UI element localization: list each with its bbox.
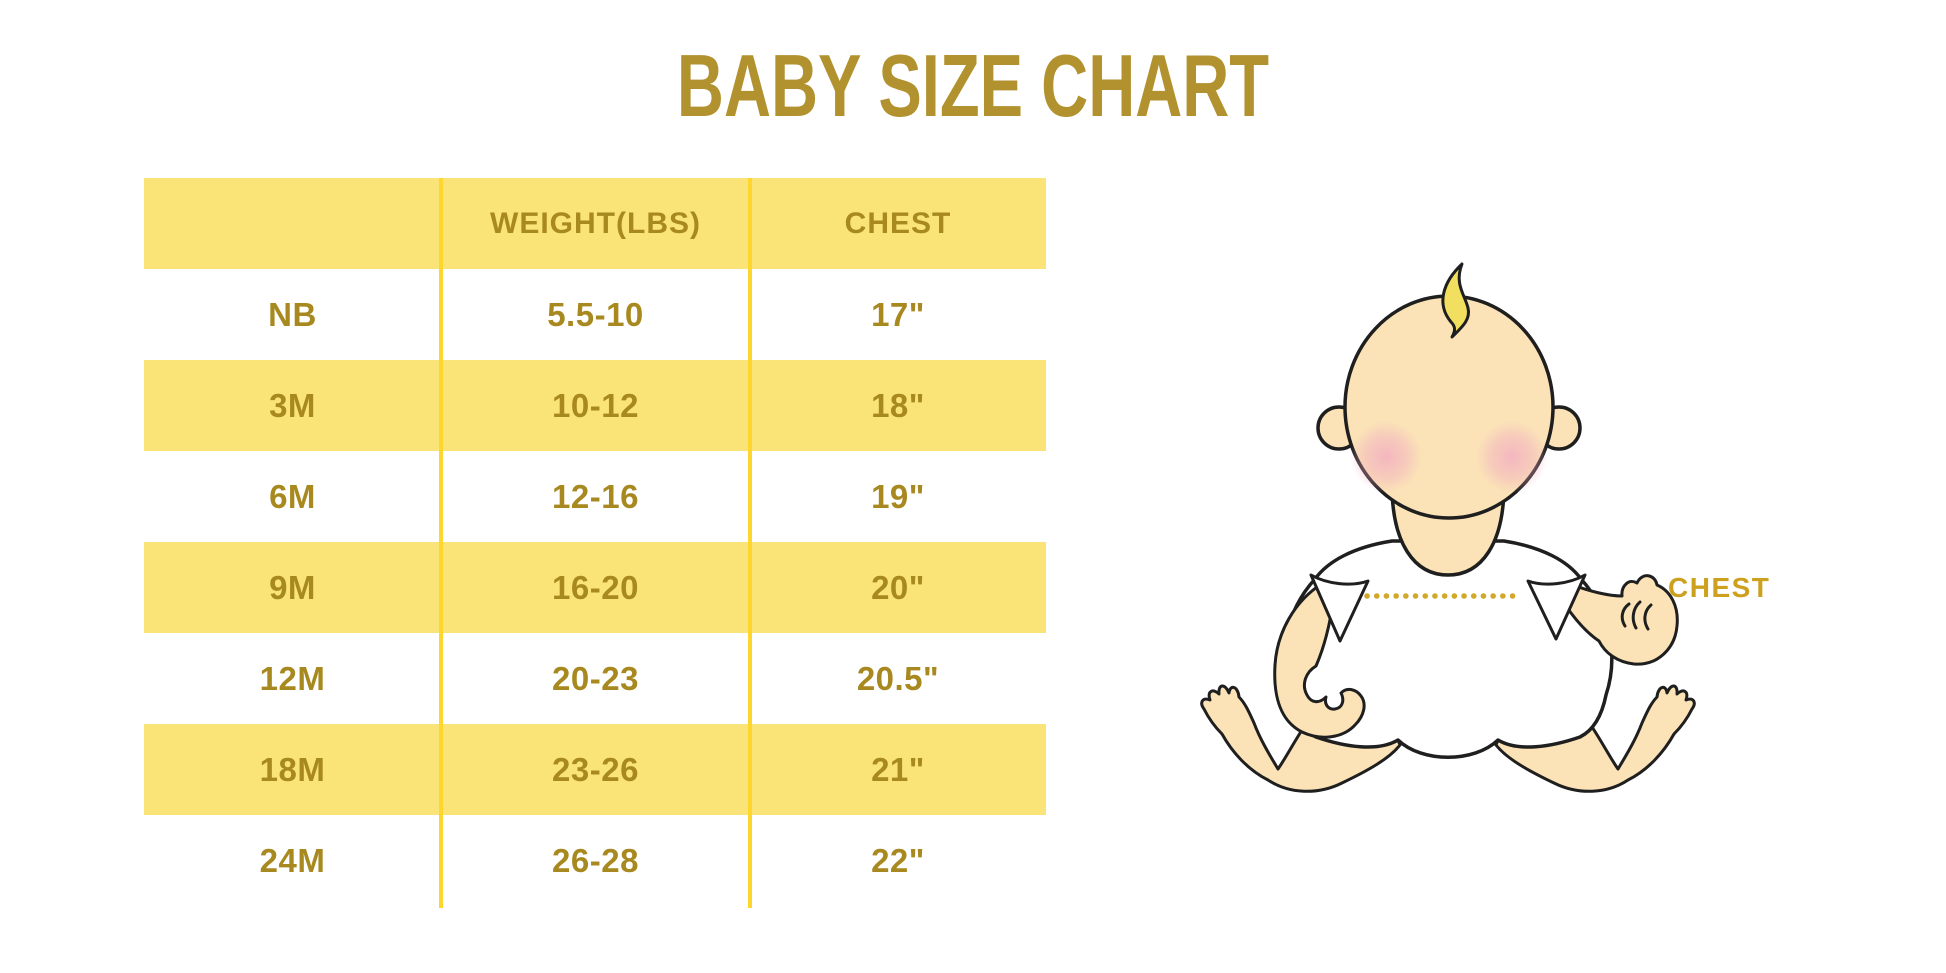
baby-cheek-left <box>1350 421 1422 493</box>
page-title: BABY SIZE CHART <box>676 36 1270 135</box>
size-table: WEIGHT(LBS) CHEST NB 5.5-10 17" 3M 10-12… <box>144 178 1046 908</box>
chest-cell: 17" <box>871 295 925 333</box>
weight-cell: 10-12 <box>552 386 639 424</box>
column-divider <box>748 178 752 908</box>
chest-cell: 19" <box>871 477 925 515</box>
size-cell: 12M <box>259 659 326 697</box>
chest-cell: 21" <box>871 750 925 788</box>
column-divider <box>439 178 443 908</box>
baby-fist-knuckles <box>1620 600 1653 631</box>
chest-cell: 20.5" <box>856 659 940 697</box>
chest-cell: 18" <box>871 386 925 424</box>
chest-cell: 20" <box>871 568 925 606</box>
size-cell: 3M <box>269 386 316 424</box>
weight-cell: 26-28 <box>552 841 639 879</box>
baby-hair-tuft <box>1441 262 1471 339</box>
baby-sleeve-right <box>1526 573 1587 641</box>
table-row: 3M 10-12 18" <box>144 360 1046 451</box>
chest-measurement-label: CHEST <box>1668 572 1771 603</box>
baby-sleeve-left <box>1309 573 1370 643</box>
size-cell: 24M <box>259 841 326 879</box>
size-cell: 6M <box>269 477 316 515</box>
table-row: 12M 20-23 20.5" <box>144 633 1046 724</box>
size-cell: 18M <box>259 750 326 788</box>
table-row: NB 5.5-10 17" <box>144 269 1046 360</box>
table-row: 6M 12-16 19" <box>144 451 1046 542</box>
weight-cell: 16-20 <box>552 568 639 606</box>
baby-illustration <box>1200 262 1696 793</box>
header-chest: CHEST <box>844 206 952 240</box>
baby-cheek-right <box>1476 421 1548 493</box>
weight-cell: 5.5-10 <box>547 295 644 333</box>
table-row: 9M 16-20 20" <box>144 542 1046 633</box>
chest-cell: 22" <box>871 841 925 879</box>
weight-cell: 20-23 <box>552 659 639 697</box>
table-row: 24M 26-28 22" <box>144 815 1046 906</box>
size-cell: NB <box>268 295 317 333</box>
size-cell: 9M <box>269 568 316 606</box>
baby-arm-left <box>1273 581 1366 739</box>
header-weight: WEIGHT(LBS) <box>490 206 701 240</box>
table-row: 18M 23-26 21" <box>144 724 1046 815</box>
weight-cell: 23-26 <box>552 750 639 788</box>
table-header-row: WEIGHT(LBS) CHEST <box>144 178 1046 269</box>
weight-cell: 12-16 <box>552 477 639 515</box>
